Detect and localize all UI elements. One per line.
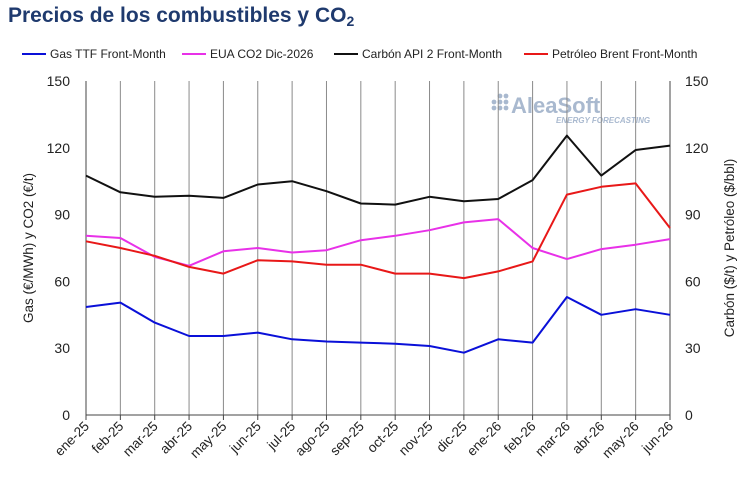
x-tick-label: sep-25 bbox=[327, 419, 367, 459]
axes bbox=[85, 81, 671, 420]
legend-label-4: Petróleo Brent Front-Month bbox=[552, 47, 697, 61]
logo-dot bbox=[497, 105, 503, 111]
logo-dot bbox=[497, 93, 503, 99]
legend: Gas TTF Front-Month EUA CO2 Dic-2026 Carbó… bbox=[22, 47, 697, 61]
x-tick-label: mar-26 bbox=[532, 419, 573, 460]
series-group bbox=[85, 134, 671, 354]
x-tick-label: may-26 bbox=[599, 419, 641, 461]
logo-dot bbox=[503, 105, 509, 111]
x-tick-label: mar-25 bbox=[120, 419, 161, 460]
y2-tick-label: 60 bbox=[685, 273, 701, 289]
y2-tick-label: 120 bbox=[685, 140, 709, 156]
y-axis-label: Gas (€/MWh) y CO2 (€/t) bbox=[21, 173, 36, 323]
axis-labels: Gas (€/MWh) y CO2 (€/t) Carbón ($/t) y Pe… bbox=[21, 159, 737, 338]
y2-tick-label: 0 bbox=[685, 407, 693, 423]
logo-dot bbox=[491, 105, 497, 111]
logo-dot bbox=[491, 99, 497, 105]
x-tick-label: jun-26 bbox=[638, 419, 676, 457]
logo-dot bbox=[503, 99, 509, 105]
y-tick-label: 150 bbox=[47, 73, 71, 89]
x-tick-label: may-25 bbox=[187, 419, 229, 461]
legend-label-3: Carbón API 2 Front-Month bbox=[362, 47, 502, 61]
y-tick-label: 120 bbox=[47, 140, 71, 156]
logo-dot bbox=[503, 93, 509, 99]
series-line-2 bbox=[85, 218, 671, 267]
x-tick-label: ago-25 bbox=[292, 419, 332, 459]
x-tick-label: jun-25 bbox=[226, 419, 264, 457]
y2-tick-label: 90 bbox=[685, 207, 701, 223]
series-line-3 bbox=[85, 134, 671, 206]
series-line-1 bbox=[85, 296, 671, 354]
y2-axis-label: Carbón ($/t) y Petróleo ($/bbl) bbox=[722, 159, 737, 338]
chart-title-subscript: 2 bbox=[346, 13, 355, 29]
grid bbox=[119, 81, 637, 415]
y-tick-label: 30 bbox=[54, 340, 70, 356]
x-tick-label: ene-26 bbox=[464, 419, 504, 459]
legend-label-2: EUA CO2 Dic-2026 bbox=[210, 47, 314, 61]
y2-tick-label: 150 bbox=[685, 73, 709, 89]
chart-title-text: Precios de los combustibles y CO bbox=[8, 4, 347, 27]
chart-title: Precios de los combustibles y CO2 bbox=[8, 4, 354, 29]
x-tick-label: nov-25 bbox=[396, 419, 436, 459]
y-tick-label: 0 bbox=[62, 407, 70, 423]
y-tick-label: 60 bbox=[54, 273, 70, 289]
logo-dot bbox=[497, 99, 503, 105]
x-tick-label: oct-25 bbox=[364, 419, 401, 456]
series-line-4 bbox=[85, 182, 671, 280]
logo-name: AleaSoft bbox=[511, 93, 601, 118]
logo-tagline: ENERGY FORECASTING bbox=[556, 116, 650, 125]
y2-tick-label: 30 bbox=[685, 340, 701, 356]
y-tick-label: 90 bbox=[54, 207, 70, 223]
legend-label-1: Gas TTF Front-Month bbox=[50, 47, 166, 61]
x-tick-label: ene-25 bbox=[52, 419, 92, 459]
